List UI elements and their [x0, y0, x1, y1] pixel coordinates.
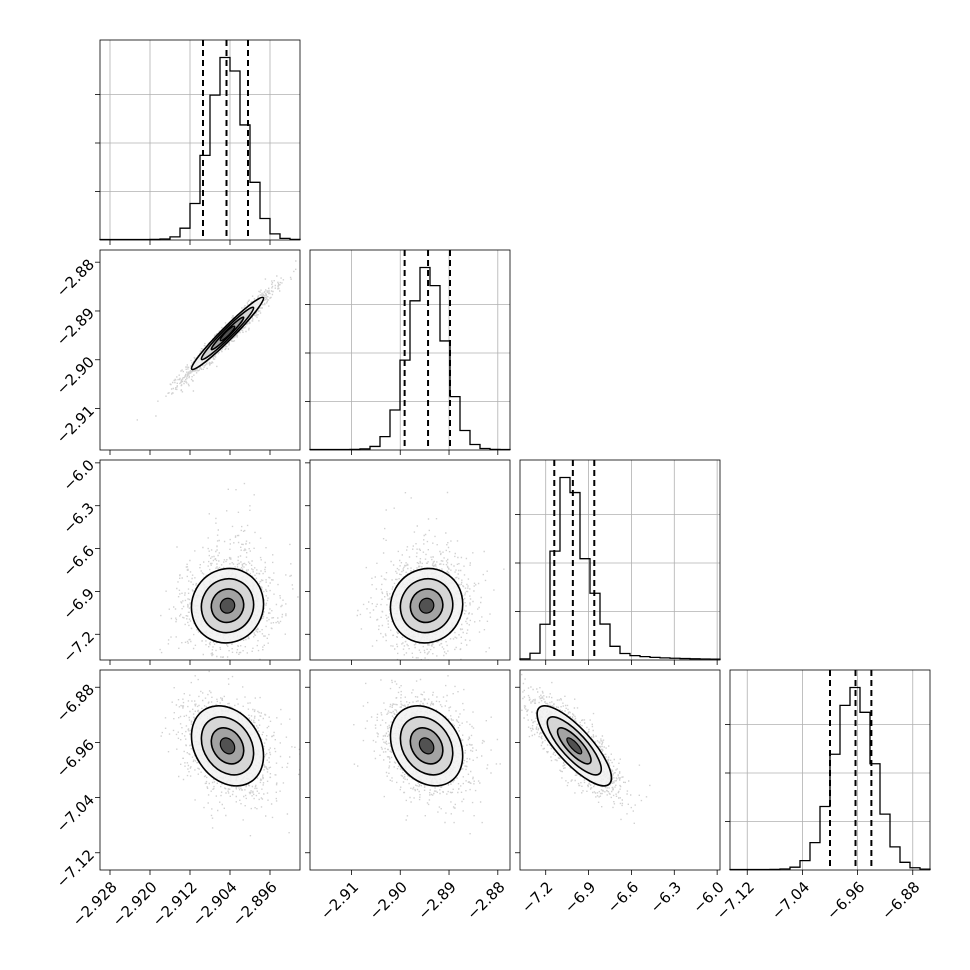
xtick-label-3-3: −6.88	[878, 878, 923, 923]
panel-border	[99, 249, 301, 451]
contour-level-3	[219, 597, 236, 614]
xtick-label-0-4: −2.896	[229, 878, 281, 930]
ytick-label-2-2: −6.6	[60, 542, 98, 580]
panel-content	[160, 670, 300, 837]
xtick-label-1-0: −2.91	[317, 878, 362, 923]
scatter-panel-3-2	[515, 669, 721, 875]
scatter-points	[160, 670, 300, 837]
hist-panel-0	[95, 39, 301, 245]
ytick-label-3-3: −6.88	[53, 681, 98, 726]
panel-border	[309, 669, 511, 871]
panel-background	[100, 250, 300, 450]
xtick-label-1-2: −2.89	[415, 878, 460, 923]
xtick-label-3-1: −7.04	[768, 878, 813, 923]
xtick-label-1-1: −2.90	[366, 878, 411, 923]
xtick-label-2-2: −6.6	[604, 878, 642, 916]
histogram-2	[519, 476, 721, 660]
contour-level-3	[219, 737, 236, 755]
scatter-panel-1-0	[95, 249, 301, 455]
ytick-label-2-3: −6.3	[60, 499, 98, 537]
panel-border	[519, 669, 721, 871]
scatter-panel-2-1	[305, 459, 511, 665]
hist-panel-2	[515, 459, 721, 665]
hist-panel-3	[725, 669, 931, 875]
ytick-label-2-4: −6.0	[60, 456, 98, 494]
ytick-label-3-1: −7.04	[53, 791, 98, 836]
scatter-panel-3-1	[305, 669, 511, 875]
panel-content	[521, 673, 651, 824]
panel-content	[159, 482, 299, 660]
contour-level-3	[219, 325, 236, 342]
ytick-label-3-2: −6.96	[53, 736, 98, 781]
contour-level-3	[418, 597, 435, 614]
panel-content	[356, 491, 505, 660]
xtick-label-2-1: −6.9	[561, 878, 599, 916]
xtick-label-2-3: −6.3	[647, 878, 685, 916]
scatter-panel-3-0	[95, 669, 301, 875]
panel-border	[309, 459, 511, 661]
histogram-0	[99, 56, 301, 241]
ytick-label-1-1: −2.90	[53, 353, 98, 398]
panel-border	[99, 39, 301, 241]
ytick-label-2-0: −7.2	[60, 628, 98, 666]
ytick-label-1-2: −2.89	[53, 304, 98, 349]
panel-background	[100, 40, 300, 240]
scatter-panel-2-0	[95, 459, 301, 665]
ytick-label-1-3: −2.88	[53, 255, 98, 300]
ytick-label-1-0: −2.91	[53, 402, 98, 447]
contour-level-3	[566, 737, 583, 755]
panel-border	[309, 249, 511, 451]
histogram-1	[309, 266, 511, 451]
panel-border	[99, 459, 301, 661]
hist-panel-1	[305, 249, 511, 455]
xtick-label-3-2: −6.96	[823, 878, 868, 923]
ytick-label-2-1: −6.9	[60, 585, 98, 623]
ytick-label-3-0: −7.12	[53, 846, 98, 891]
panel-content	[353, 670, 501, 835]
panel-content	[136, 260, 300, 421]
xtick-label-1-3: −2.88	[463, 878, 508, 923]
panel-border	[519, 459, 721, 661]
panel-border	[729, 669, 931, 871]
panel-background	[100, 670, 300, 870]
contour-level-3	[418, 737, 435, 755]
panel-background	[520, 670, 720, 870]
xtick-label-2-0: −7.2	[518, 878, 556, 916]
panel-border	[99, 669, 301, 871]
